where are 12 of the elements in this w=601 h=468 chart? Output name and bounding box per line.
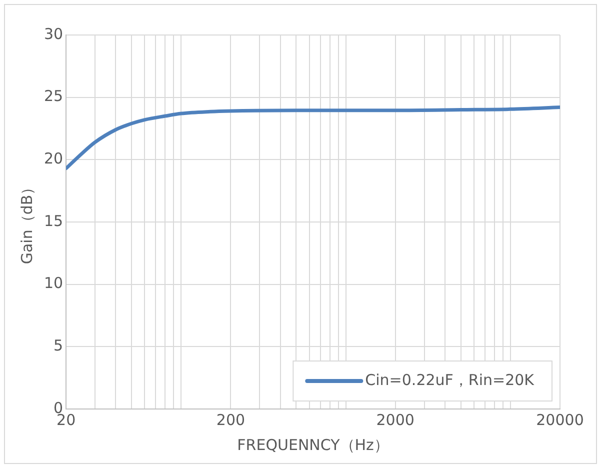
x-tick-label: 2000 [376, 410, 414, 429]
x-tick-label: 200 [216, 410, 246, 429]
y-tick-label: 10 [44, 274, 64, 292]
legend-label: Cin=0.22uF，Rin=20K [365, 370, 536, 389]
y-tick-label: 20 [44, 150, 64, 168]
x-tick-label: 20000 [536, 410, 584, 429]
y-tick-label: 5 [54, 336, 64, 355]
y-tick-label: 30 [44, 24, 64, 43]
y-tick-label: 25 [44, 87, 64, 106]
x-axis-title: FREQUENNCY（Hz） [237, 436, 389, 454]
y-axis-title: Gain（dB） [18, 180, 36, 264]
y-tick-label: 15 [44, 212, 64, 230]
